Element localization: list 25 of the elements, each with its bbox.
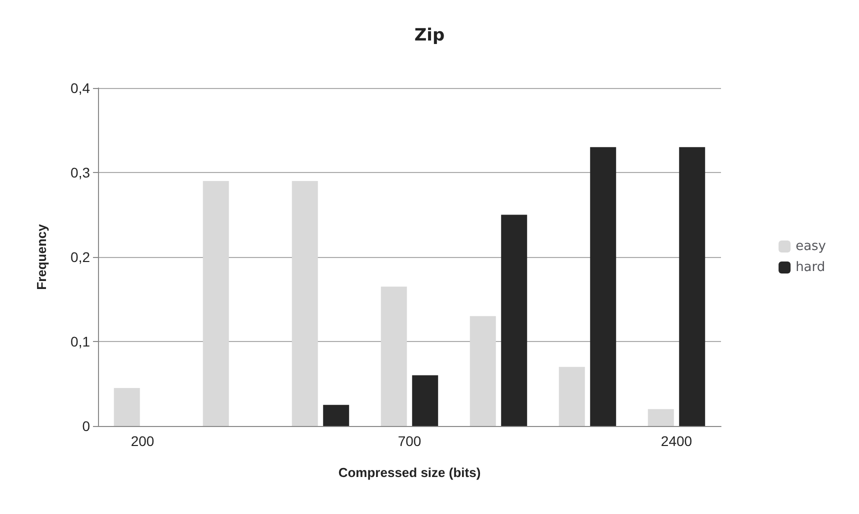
bar (590, 147, 616, 426)
bar (114, 388, 140, 426)
bar (648, 409, 674, 426)
x-tick-label: 700 (398, 433, 422, 449)
bar (679, 147, 706, 426)
bar (202, 180, 229, 426)
x-tick-label: 2400 (660, 433, 692, 449)
bar (412, 375, 438, 426)
y-tick-label: 0,4 (70, 80, 90, 96)
x-axis-title: Compressed size (bits) (338, 465, 481, 480)
y-tick-label: 0 (82, 418, 90, 434)
legend-label: easy (796, 239, 826, 254)
legend-label: hard (796, 260, 826, 275)
bar (323, 404, 350, 426)
bar (501, 214, 528, 426)
bar (558, 366, 585, 426)
bar (470, 316, 496, 426)
bar (292, 180, 318, 426)
bar (380, 286, 407, 426)
x-tick-label: 200 (130, 433, 154, 449)
y-tick-label: 0,1 (70, 334, 90, 350)
chart-title: Zip (414, 26, 445, 46)
y-axis-title: Frequency (34, 223, 49, 290)
y-tick-label: 0,2 (70, 249, 90, 265)
y-tick-label: 0,3 (70, 164, 90, 180)
